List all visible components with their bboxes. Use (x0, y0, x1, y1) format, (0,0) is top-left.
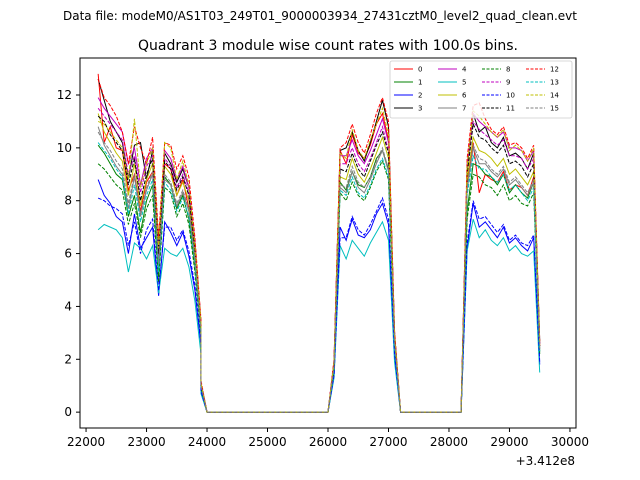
legend-label: 14 (550, 92, 559, 100)
x-tick-label: 29000 (490, 435, 528, 449)
figure-suptitle: Data file: modeM0/AS1T03_249T01_90000039… (63, 9, 577, 23)
legend-label: 7 (462, 105, 466, 113)
x-tick-label: 25000 (248, 435, 286, 449)
x-tick-label: 28000 (430, 435, 468, 449)
legend-label: 15 (550, 105, 559, 113)
x-tick-label: 23000 (127, 435, 165, 449)
legend-label: 3 (418, 105, 422, 113)
y-tick-label: 2 (64, 352, 72, 366)
legend-label: 2 (418, 92, 422, 100)
legend-label: 4 (462, 66, 467, 74)
y-tick-label: 0 (64, 405, 72, 419)
y-tick-label: 6 (64, 247, 72, 261)
y-tick-label: 12 (57, 88, 72, 102)
legend-label: 13 (550, 79, 559, 87)
x-offset-text: +3.412e8 (516, 454, 575, 468)
x-tick-label: 26000 (309, 435, 347, 449)
x-tick-label: 24000 (188, 435, 226, 449)
x-tick-label: 22000 (67, 435, 105, 449)
x-tick-label: 30000 (551, 435, 589, 449)
legend-label: 1 (418, 79, 422, 87)
y-tick-label: 8 (64, 194, 72, 208)
legend-label: 10 (506, 92, 515, 100)
x-tick-label: 27000 (369, 435, 407, 449)
y-tick-label: 10 (57, 141, 72, 155)
legend-label: 8 (506, 66, 510, 74)
y-tick-label: 4 (64, 299, 72, 313)
chart-figure: Data file: modeM0/AS1T03_249T01_90000039… (0, 0, 640, 480)
legend-label: 11 (506, 105, 515, 113)
legend-label: 12 (550, 66, 559, 74)
legend-label: 0 (418, 66, 422, 74)
legend-label: 9 (506, 79, 510, 87)
legend-label: 5 (462, 79, 466, 87)
chart-title: Quadrant 3 module wise count rates with … (138, 38, 518, 54)
legend-label: 6 (462, 92, 467, 100)
